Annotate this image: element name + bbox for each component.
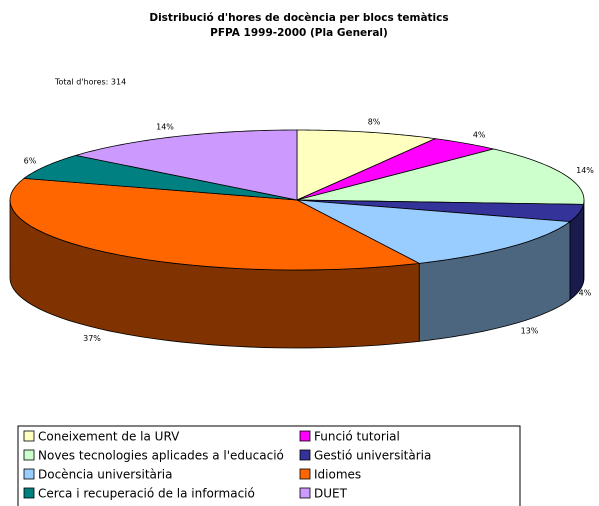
annotation: Total d'hores: 314 (54, 78, 126, 87)
data-label: 14% (576, 166, 594, 175)
legend-swatch (23, 468, 35, 480)
data-label: 4% (579, 289, 592, 298)
data-label: 4% (473, 130, 486, 139)
pie-slice (9, 177, 421, 271)
pie-slice (296, 199, 572, 264)
legend-swatch (23, 449, 35, 461)
legend-label: Idiomes (314, 468, 361, 482)
pie-slice (296, 129, 437, 201)
chart-title: Distribució d'hores de docència per bloc… (149, 12, 448, 24)
pie-slice (296, 148, 585, 205)
data-label: 37% (83, 334, 101, 343)
legend-swatch (23, 487, 35, 499)
data-label: 6% (24, 157, 37, 166)
pie-slice (296, 138, 494, 201)
legend-label: Docència universitària (38, 468, 173, 482)
legend-label: Funció tutorial (314, 430, 400, 444)
legend-label: Gestió universitària (314, 449, 431, 463)
chart-subtitle: PFPA 1999-2000 (Pla General) (210, 27, 388, 39)
pie-slice (22, 154, 298, 201)
legend-swatch (299, 449, 311, 461)
legend-box (17, 425, 521, 506)
legend-swatch (299, 487, 311, 499)
legend-label: DUET (314, 487, 348, 501)
legend-swatch (299, 468, 311, 480)
legend-label: Cerca i recuperació de la informació (38, 487, 255, 501)
legend-label: Noves tecnologies aplicades a l'educació (38, 449, 284, 463)
legend-swatch (299, 430, 311, 442)
legend-swatch (23, 430, 35, 442)
data-label: 14% (156, 123, 174, 132)
legend-label: Coneixement de la URV (38, 430, 180, 444)
data-label: 13% (521, 327, 539, 336)
pie-slice (75, 129, 298, 201)
data-label: 8% (368, 118, 381, 127)
